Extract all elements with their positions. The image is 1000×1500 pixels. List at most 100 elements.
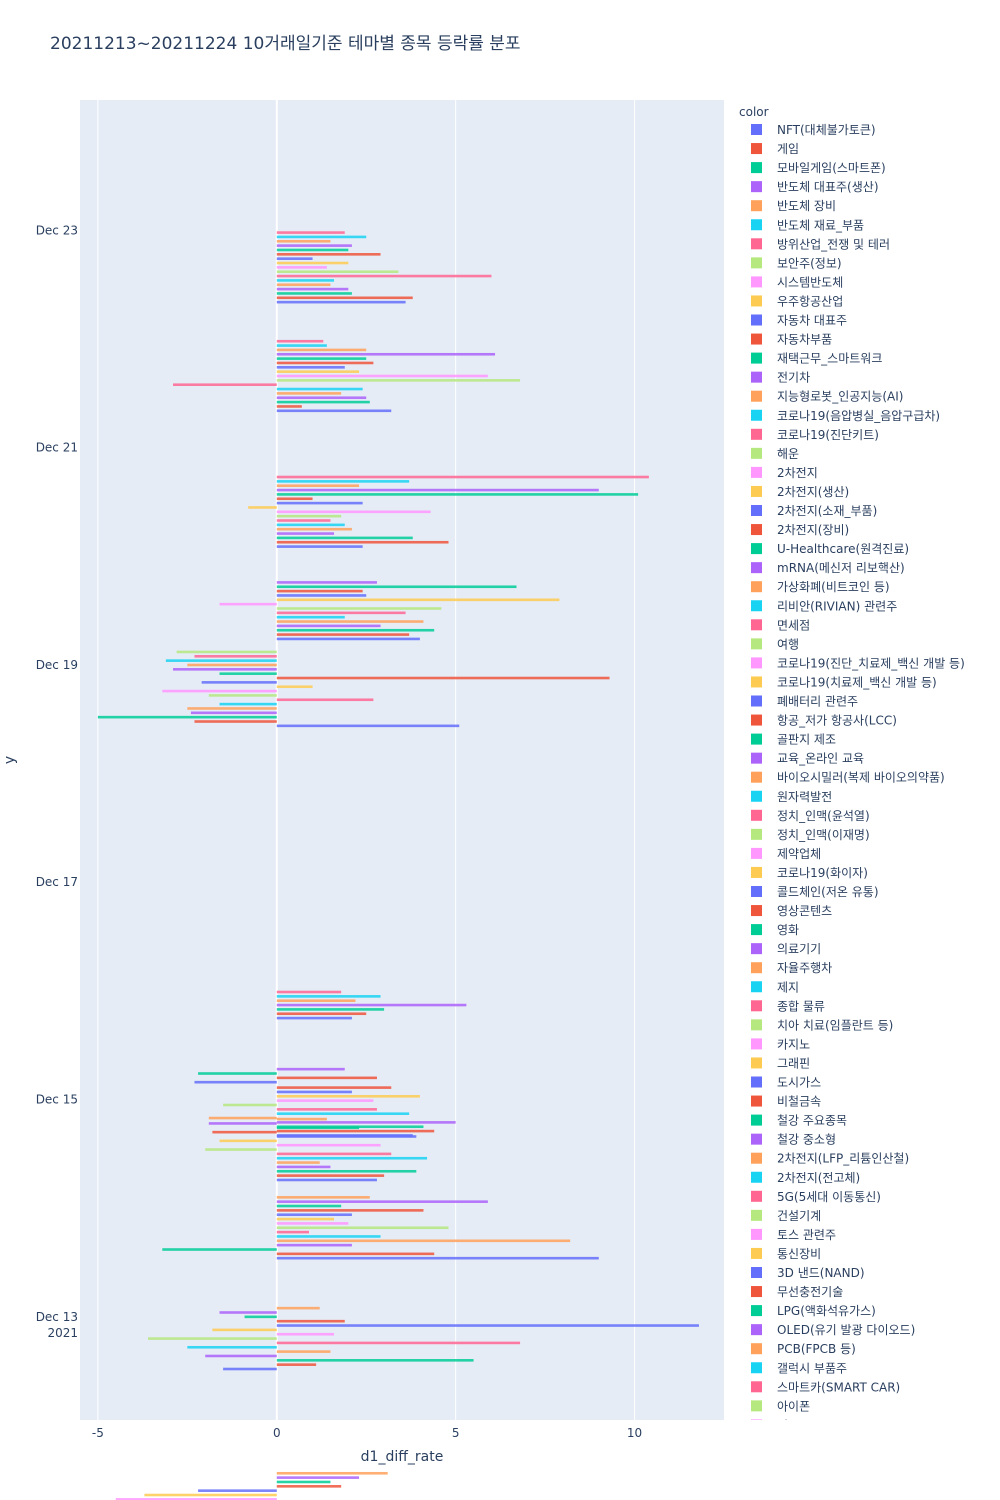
legend-item-label: 콜드체인(저온 유통) — [777, 885, 879, 899]
bar — [276, 545, 363, 548]
legend-item-label: 도시가스 — [777, 1076, 821, 1090]
legend-swatch — [751, 847, 762, 859]
bar — [276, 685, 313, 689]
legend-item-label: 리비안(RIVIAN) 관련주 — [777, 599, 897, 613]
bar — [276, 1108, 377, 1111]
bar — [276, 279, 335, 282]
bar — [194, 720, 277, 723]
x-axis-ticks: -5 0 5 10 — [92, 1426, 642, 1440]
bar — [276, 1222, 349, 1225]
legend-item-label: 전기차 — [777, 371, 810, 385]
bar — [276, 344, 327, 347]
bar — [276, 1076, 377, 1080]
bar — [276, 589, 363, 593]
x-axis-title: d1_diff_rate — [361, 1449, 444, 1465]
legend-item-label: 정치_인맥(윤석열) — [777, 809, 870, 823]
bar — [276, 1471, 388, 1475]
legend-item-label: 해운 — [777, 447, 799, 461]
bar — [276, 1012, 367, 1016]
bar — [276, 676, 610, 680]
bar — [248, 506, 277, 509]
legend-swatch — [751, 790, 762, 802]
bar — [162, 1248, 277, 1251]
legend-swatch — [751, 714, 762, 726]
legend-item-label: 카지노 — [777, 1037, 810, 1051]
bar — [219, 1139, 277, 1143]
legend-item-label: 교육_온라인 교육 — [777, 752, 864, 766]
bar — [276, 361, 374, 365]
bar — [276, 1169, 417, 1173]
bar — [276, 1067, 345, 1071]
bar — [194, 654, 277, 658]
legend-swatch — [751, 428, 762, 440]
bar — [276, 1095, 420, 1098]
bar — [276, 1129, 435, 1133]
legend-swatch — [751, 276, 762, 288]
bar — [276, 1235, 381, 1238]
bar — [276, 488, 599, 492]
bar — [276, 1363, 317, 1366]
legend-swatch — [751, 200, 762, 212]
legend-swatch — [751, 124, 762, 135]
bar — [144, 1493, 277, 1497]
legend-swatch — [751, 295, 762, 307]
bar — [276, 387, 363, 391]
bar — [276, 611, 406, 615]
bar — [176, 650, 277, 654]
legend-swatch — [751, 581, 762, 593]
bar — [276, 405, 302, 408]
legend-item-label: 면세점 — [777, 618, 810, 632]
legend-item-label: 항공_저가 항공사(LCC) — [777, 714, 897, 728]
bar — [173, 668, 277, 671]
bar — [276, 366, 345, 369]
legend-swatch — [751, 1267, 762, 1278]
plot-area[interactable] — [80, 100, 724, 1420]
bar — [276, 400, 370, 404]
bar — [276, 1252, 435, 1256]
bar — [276, 274, 492, 278]
grid-lines — [97, 100, 636, 1420]
bar — [276, 698, 374, 702]
legend-item-label: 토스 관련주 — [777, 1228, 836, 1242]
bar — [115, 1498, 277, 1500]
bar — [276, 1209, 424, 1212]
legend-item-label: 폐배터리 관련주 — [777, 695, 858, 709]
legend-item-label: 저오 — [777, 1418, 799, 1432]
bar — [276, 1324, 699, 1327]
bar — [276, 1230, 309, 1234]
legend-item-label: 정치_인맥(이재명) — [777, 828, 870, 842]
chart-title: 20211213~20211224 10거래일기준 테마별 종목 등락률 분포 — [50, 34, 521, 54]
bar — [276, 501, 363, 505]
legend-item-label: 스마트카(SMART CAR) — [777, 1380, 900, 1394]
legend-swatch — [751, 524, 762, 536]
legend-swatch — [751, 333, 762, 345]
bar — [276, 239, 331, 243]
bar — [276, 598, 560, 602]
bar — [276, 1099, 374, 1102]
bar — [276, 392, 342, 395]
bar — [276, 1332, 335, 1336]
bar — [276, 270, 399, 274]
legend-swatch — [751, 1019, 762, 1031]
bar — [276, 287, 349, 291]
bar — [276, 484, 360, 488]
legend-item-label: 2차전지 — [777, 466, 818, 480]
legend-swatch — [751, 676, 762, 688]
bar — [276, 1217, 335, 1221]
bar — [208, 694, 277, 697]
legend-swatch — [751, 219, 762, 231]
legend-swatch — [751, 1114, 762, 1126]
legend-item-label: 3D 낸드(NAND) — [777, 1266, 865, 1280]
bar — [276, 296, 413, 300]
legend-item-label: 2차전지(LFP_리튬인산철) — [777, 1152, 909, 1166]
legend-swatch — [751, 1133, 762, 1145]
bar — [187, 1345, 277, 1349]
legend-item-label: 골판지 제조 — [777, 733, 836, 747]
legend-swatch — [751, 600, 762, 612]
legend-item-label: 원자력발전 — [777, 790, 832, 804]
legend-item-label: 코로나19(진단키트) — [777, 428, 879, 442]
legend-swatch — [751, 314, 762, 326]
bar — [205, 1354, 277, 1358]
legend-item-label: 건설기계 — [777, 1209, 821, 1223]
